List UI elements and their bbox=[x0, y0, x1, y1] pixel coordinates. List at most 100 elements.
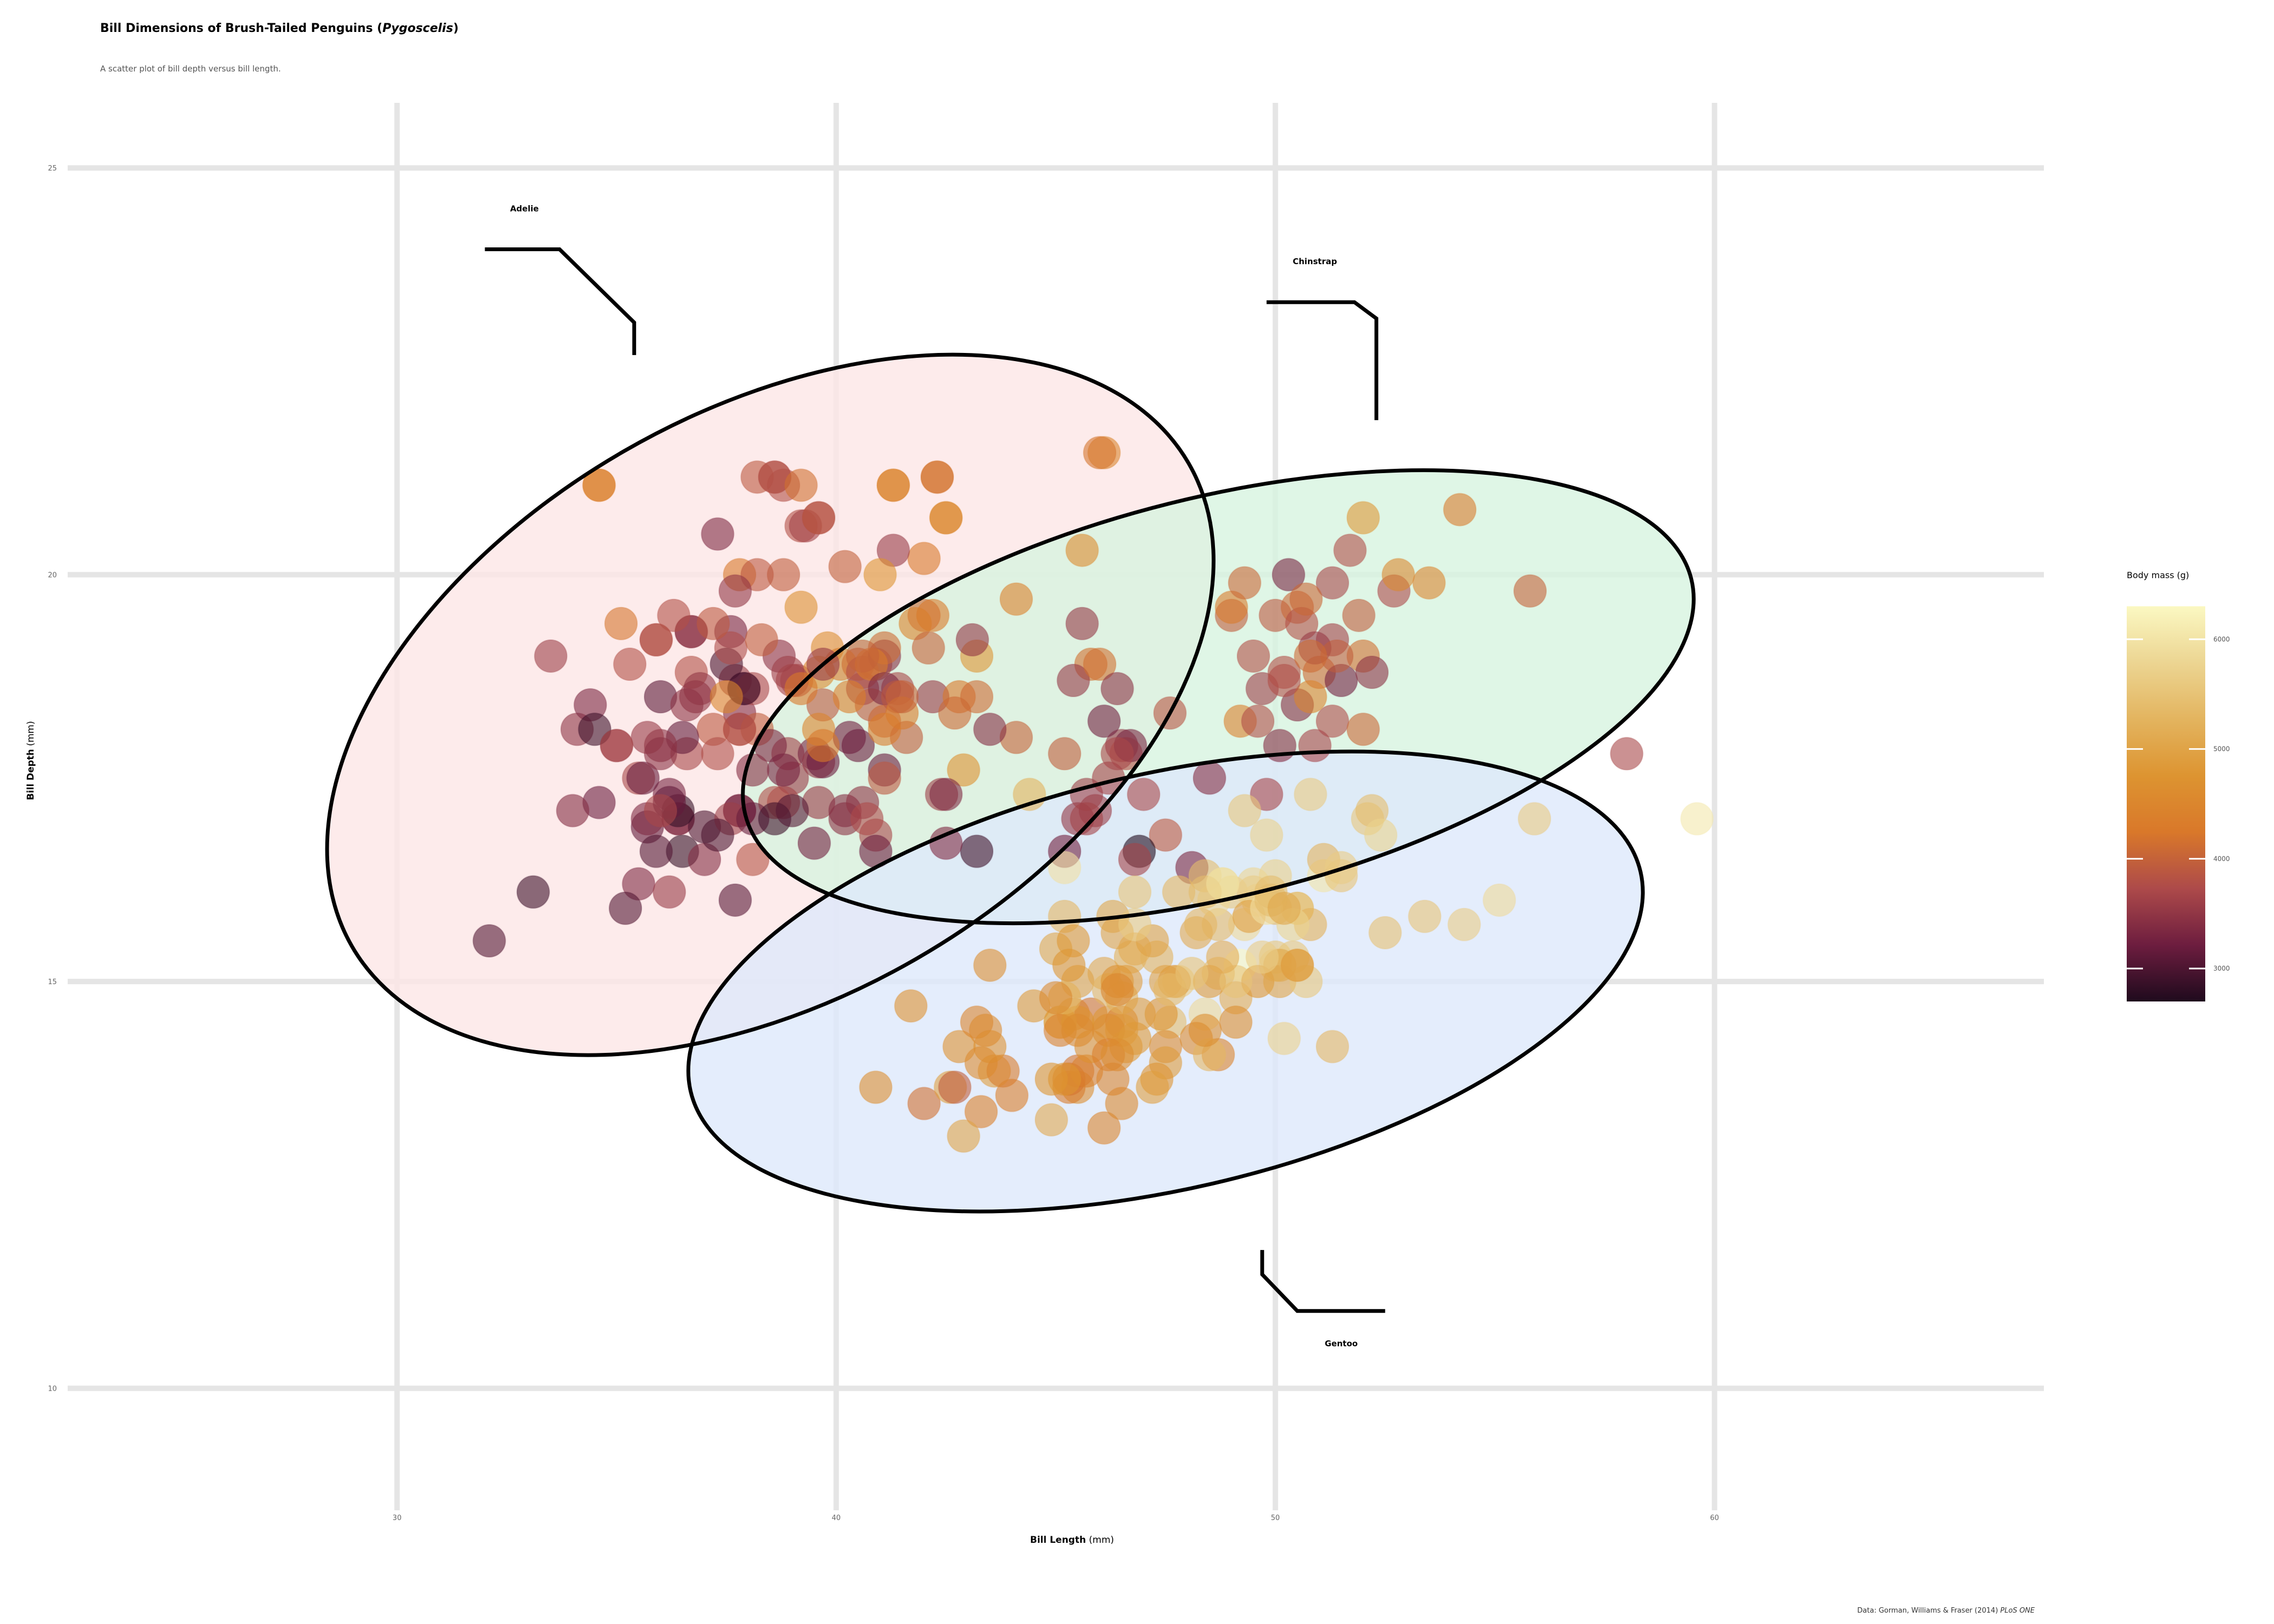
data-point bbox=[784, 590, 818, 624]
data-point bbox=[1039, 981, 1073, 1015]
data-point bbox=[1316, 704, 1349, 738]
data-point bbox=[1087, 1111, 1121, 1145]
data-point bbox=[657, 598, 691, 632]
data-point bbox=[894, 989, 928, 1023]
data-point bbox=[867, 761, 901, 795]
data-point bbox=[1087, 704, 1121, 738]
data-point bbox=[639, 623, 673, 657]
data-point bbox=[1083, 647, 1117, 681]
data-point bbox=[859, 1070, 893, 1104]
data-point bbox=[1412, 566, 1446, 600]
data-point bbox=[1148, 818, 1182, 852]
adelie-leader-line bbox=[485, 247, 636, 355]
data-point bbox=[973, 948, 1007, 983]
data-point bbox=[670, 688, 704, 722]
adelie-label: Adelie bbox=[510, 204, 539, 213]
data-point bbox=[1135, 1070, 1169, 1104]
data-point bbox=[1280, 948, 1315, 983]
data-point bbox=[652, 875, 687, 909]
data-point bbox=[1381, 558, 1415, 592]
data-point bbox=[1250, 818, 1284, 852]
data-point bbox=[736, 753, 770, 787]
legend-title: Body mass (g) bbox=[2127, 570, 2189, 580]
data-point bbox=[1355, 656, 1389, 690]
legend-colorbar bbox=[2127, 606, 2205, 1001]
data-point bbox=[876, 468, 910, 502]
data-point bbox=[946, 1119, 981, 1153]
x-tick-label: 60 bbox=[1710, 1514, 1719, 1522]
data-source-caption: Data: Gorman, Williams & Fraser (2014) P… bbox=[1857, 1607, 2035, 1615]
color-legend: Body mass (g) 3000 4000 5000 6000 bbox=[2127, 570, 2230, 1001]
data-point bbox=[714, 631, 748, 665]
data-point bbox=[850, 802, 884, 836]
data-point bbox=[1364, 818, 1398, 852]
data-point bbox=[1118, 842, 1152, 876]
data-point bbox=[644, 737, 677, 771]
data-point bbox=[1289, 582, 1323, 616]
data-point bbox=[718, 574, 752, 608]
data-point bbox=[723, 712, 756, 746]
legend-tick-label: 6000 bbox=[2213, 636, 2230, 643]
data-point bbox=[644, 794, 677, 828]
data-point bbox=[907, 1086, 941, 1121]
data-point bbox=[1680, 802, 1714, 836]
data-point bbox=[1065, 606, 1099, 640]
data-point bbox=[1153, 973, 1187, 1007]
data-point bbox=[969, 1013, 1003, 1047]
data-point bbox=[920, 460, 954, 494]
data-point bbox=[1293, 639, 1328, 673]
chinstrap-ellipse-outline bbox=[741, 468, 1696, 926]
y-axis-title: Bill Depth (mm) bbox=[25, 721, 36, 800]
data-point bbox=[599, 729, 633, 763]
data-point bbox=[1227, 566, 1262, 600]
data-point bbox=[1271, 558, 1305, 592]
data-point bbox=[1316, 566, 1349, 600]
data-point bbox=[846, 639, 880, 673]
y-tick-label: 15 bbox=[48, 978, 57, 986]
data-point bbox=[604, 606, 638, 640]
data-point bbox=[938, 1070, 972, 1104]
data-point bbox=[1241, 704, 1275, 738]
data-point bbox=[1192, 761, 1226, 795]
data-point bbox=[955, 623, 989, 657]
data-point bbox=[1346, 712, 1380, 746]
data-point bbox=[1188, 1013, 1222, 1047]
data-point bbox=[709, 680, 743, 714]
data-point bbox=[929, 777, 963, 811]
data-point bbox=[1368, 915, 1402, 949]
data-point bbox=[907, 541, 941, 575]
annotations: Adelie Chinstrap Gentoo bbox=[485, 204, 1386, 1348]
data-point bbox=[1069, 802, 1103, 836]
data-point bbox=[1482, 883, 1517, 917]
chart-title: Bill Dimensions of Brush-Tailed Penguins… bbox=[100, 22, 459, 35]
data-point bbox=[1206, 940, 1240, 974]
data-point bbox=[613, 647, 647, 681]
data-point bbox=[1227, 794, 1262, 828]
y-tick-label: 20 bbox=[48, 572, 57, 580]
data-point bbox=[1518, 802, 1552, 836]
data-point bbox=[1333, 533, 1367, 567]
data-point bbox=[701, 737, 735, 771]
data-point bbox=[1034, 1103, 1068, 1137]
data-point bbox=[1342, 598, 1376, 632]
data-point bbox=[736, 842, 770, 876]
data-point bbox=[1293, 680, 1328, 714]
data-point bbox=[964, 1095, 998, 1129]
data-point bbox=[999, 582, 1033, 616]
data-point bbox=[832, 680, 866, 714]
data-point bbox=[1127, 777, 1161, 811]
data-point bbox=[946, 753, 981, 787]
data-point bbox=[556, 794, 590, 828]
ellipse-outlines bbox=[325, 352, 1696, 1214]
data-point bbox=[626, 761, 660, 795]
chart-subtitle: A scatter plot of bill depth versus bill… bbox=[100, 64, 281, 74]
data-point bbox=[701, 517, 735, 551]
data-point bbox=[718, 883, 752, 917]
data-point bbox=[929, 501, 963, 535]
legend-tick-label: 5000 bbox=[2213, 745, 2230, 753]
data-point bbox=[1447, 907, 1481, 941]
data-point bbox=[885, 680, 919, 714]
data-point bbox=[1443, 493, 1477, 527]
data-point bbox=[1056, 924, 1090, 958]
